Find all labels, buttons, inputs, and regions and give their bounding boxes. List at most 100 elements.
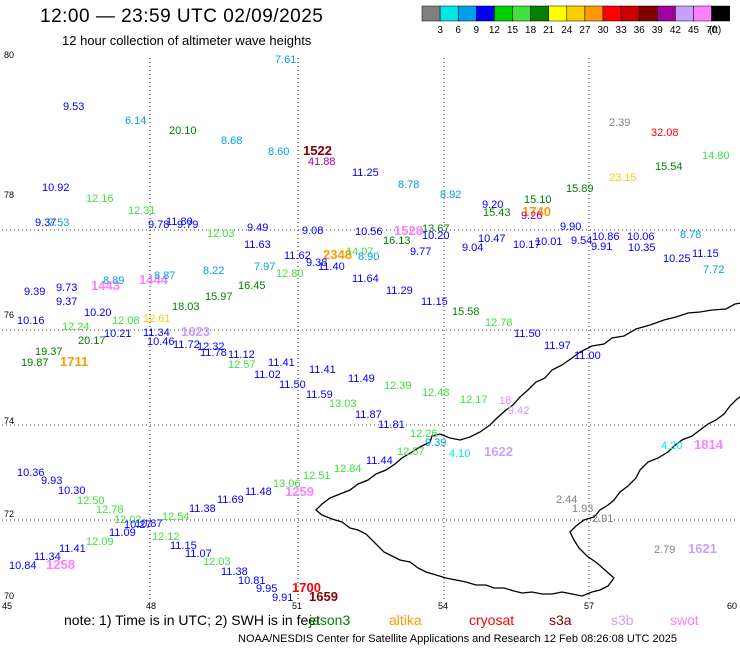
latitude-label: 74 xyxy=(4,416,14,426)
note-text: note: 1) Time is in UTC; 2) SWH is in fe… xyxy=(64,612,320,628)
wave-height-value: 12.54 xyxy=(162,511,190,523)
wave-height-value: 10.84 xyxy=(9,560,37,572)
wave-height-value: 11.38 xyxy=(189,503,216,515)
scale-swatch xyxy=(711,5,730,22)
wave-height-value: 11.87 xyxy=(355,409,382,421)
wave-height-value: 9.90 xyxy=(560,221,581,233)
wave-height-value: 11.25 xyxy=(352,167,379,179)
latitude-label: 76 xyxy=(4,310,14,320)
wave-height-value: 9.42 xyxy=(508,405,529,417)
wave-height-value: 11.50 xyxy=(514,328,541,340)
wave-height-value: 2.39 xyxy=(609,117,630,129)
wave-height-value: 11.00 xyxy=(574,350,601,362)
observation-time-label: 1621 xyxy=(688,541,717,556)
wave-height-value: 10.01 xyxy=(535,236,563,248)
wave-height-value: 10.20 xyxy=(84,307,112,319)
wave-height-value: 11.15 xyxy=(170,540,197,552)
credit-line: NOAA/NESDIS Center for Satellite Applica… xyxy=(238,633,678,645)
longitude-label: 54 xyxy=(438,601,448,611)
wave-height-value: 9.95 xyxy=(256,583,277,595)
wave-height-value: 15.10 xyxy=(524,194,552,206)
wave-height-value: 7.61 xyxy=(275,54,296,66)
scale-tick-label: 18 xyxy=(525,25,537,35)
wave-height-value: 11.38 xyxy=(221,566,248,578)
wave-height-value: 12.17 xyxy=(460,394,488,406)
wave-height-value: 12.57 xyxy=(397,446,425,458)
map-grid xyxy=(2,58,738,600)
wave-height-value: 10.86 xyxy=(592,231,620,243)
scale-unit-label: (ft) xyxy=(709,25,721,35)
wave-height-value: 10.92 xyxy=(42,182,70,194)
wave-height-value: 11.78 xyxy=(200,347,227,359)
wave-height-value: 8.78 xyxy=(398,179,419,191)
wave-height-value: 8.89 xyxy=(103,275,124,287)
wave-height-value: 9.91 xyxy=(591,241,612,253)
wave-height-value: 13.06 xyxy=(273,478,301,490)
scale-tick-label: 12 xyxy=(489,25,501,35)
wave-height-value: 7.97 xyxy=(254,261,275,273)
wave-height-value: 10.47 xyxy=(478,233,506,245)
wave-height-value: 15.54 xyxy=(655,161,683,173)
wave-height-value: 12.39 xyxy=(384,380,412,392)
wave-height-value: 15.89 xyxy=(566,183,594,195)
satellite-legend-altika: altika xyxy=(389,612,422,628)
observation-time-label: 1259 xyxy=(285,484,314,499)
scale-tick-label: 21 xyxy=(543,25,555,35)
wave-height-value: 10.46 xyxy=(147,336,175,348)
longitude-label: 48 xyxy=(146,601,156,611)
satellite-legend-s3a: s3a xyxy=(549,612,572,628)
wave-height-value: 11.72 xyxy=(173,339,200,351)
scale-tick-label: 3 xyxy=(437,25,443,35)
wave-height-value: 11.62 xyxy=(284,250,311,262)
scale-tick-label: 36 xyxy=(634,25,646,35)
wave-height-value: 15.58 xyxy=(452,306,480,318)
scale-tick-label: 39 xyxy=(652,25,664,35)
wave-height-value: 11.59 xyxy=(306,389,333,401)
wave-height-value: 10.87 xyxy=(135,518,163,530)
wave-height-value: 12.02 xyxy=(114,514,142,526)
observation-time-label: 1814 xyxy=(694,437,724,452)
wave-height-value: 1.93 xyxy=(572,503,593,515)
wave-height-value: 11.07 xyxy=(185,548,212,560)
scale-tick-label: 33 xyxy=(616,25,628,35)
longitude-label: 60 xyxy=(727,601,737,611)
wave-height-value: 19.37 xyxy=(35,346,63,358)
wave-height-value: 18.03 xyxy=(172,301,200,313)
wave-height-value: 19.87 xyxy=(21,357,49,369)
observation-time-label: 1444 xyxy=(139,272,169,287)
scale-tick-label: 70 xyxy=(706,25,718,35)
wave-height-value: 9.39 xyxy=(24,286,45,298)
wave-height-value: 12.78 xyxy=(485,317,513,329)
wave-height-value: 20.17 xyxy=(78,335,106,347)
observation-time-label: 1622 xyxy=(484,444,513,459)
wave-height-value: 11.80 xyxy=(166,216,193,228)
wave-height-value: 8.90 xyxy=(358,251,379,263)
scale-tick-label: 6 xyxy=(455,25,461,35)
observation-time-label: 1522 xyxy=(303,143,332,158)
wave-height-value: 12.16 xyxy=(86,193,114,205)
wave-height-value: 16.45 xyxy=(238,280,266,292)
scale-tick-label: 30 xyxy=(597,25,609,35)
wave-height-value: 9.79 xyxy=(177,219,198,231)
wave-height-value: 9.08 xyxy=(302,225,323,237)
wave-height-value: 7.72 xyxy=(703,264,724,276)
greenland-coastline xyxy=(315,302,740,597)
wave-height-value: 8.60 xyxy=(268,146,289,158)
wave-height-value: 11.63 xyxy=(244,239,271,251)
wave-height-value: 4.10 xyxy=(449,448,470,460)
wave-height-value: 10.36 xyxy=(17,467,45,479)
wave-height-value: 2.79 xyxy=(654,544,675,556)
wave-height-value: 11.34 xyxy=(143,327,170,339)
wave-height-value: 41.88 xyxy=(308,156,336,168)
wave-height-value: 11.41 xyxy=(59,543,86,555)
wave-height-value: 11.97 xyxy=(544,340,571,352)
wave-height-value: 12.03 xyxy=(203,556,231,568)
wave-height-value: 8.68 xyxy=(221,135,242,147)
observation-time-label: 2348 xyxy=(323,247,352,262)
wave-height-value: 32.08 xyxy=(651,127,679,139)
wave-height-value: 11.48 xyxy=(245,486,272,498)
wave-height-value: 20.10 xyxy=(169,125,197,137)
latitude-label: 70 xyxy=(4,591,14,601)
wave-height-value: 9.49 xyxy=(247,222,268,234)
